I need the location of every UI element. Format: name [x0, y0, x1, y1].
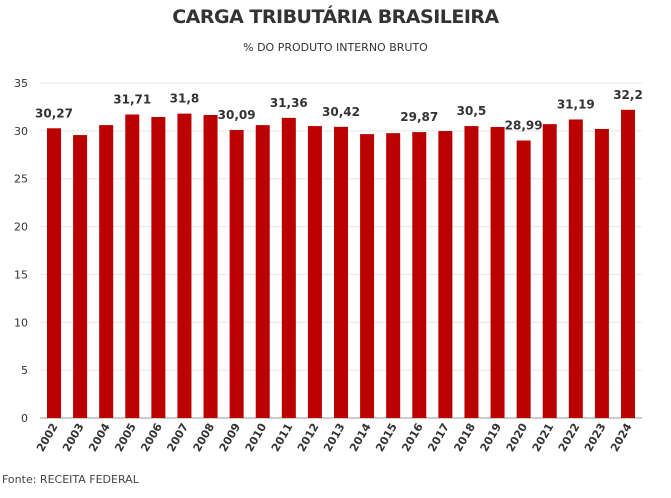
- bar-2023: [594, 128, 609, 418]
- bar-2017: [438, 131, 453, 418]
- bar-2018: [464, 126, 479, 419]
- data-label: 32,2: [613, 88, 643, 102]
- bar-2024: [621, 109, 635, 419]
- bar-2009: [229, 129, 244, 418]
- x-tick-label: 2017: [425, 421, 452, 454]
- x-tick-label: 2010: [243, 421, 270, 454]
- x-tick-label: 2009: [217, 421, 244, 454]
- x-tick-label: 2014: [347, 421, 374, 454]
- bar-2003: [73, 135, 88, 418]
- x-tick-label: 2007: [164, 421, 191, 454]
- bar-2013: [334, 126, 348, 418]
- data-label: 28,99: [505, 119, 543, 133]
- bar-2019: [490, 127, 505, 419]
- bar-2010: [255, 125, 270, 418]
- bar-2011: [281, 117, 296, 418]
- data-label: 31,71: [113, 92, 151, 106]
- chart-title: CARGA TRIBUTÁRIA BRASILEIRA: [172, 6, 499, 28]
- bar-2015: [386, 133, 401, 418]
- x-tick-label: 2012: [295, 421, 322, 454]
- y-tick-label: 20: [14, 221, 28, 234]
- y-tick-label: 10: [14, 316, 28, 329]
- bar-2008: [203, 114, 218, 419]
- y-tick-label: 15: [14, 268, 28, 281]
- bar-2022: [568, 119, 583, 419]
- x-tick-label: 2020: [504, 421, 531, 454]
- bar-2014: [360, 134, 375, 418]
- data-label: 30,09: [218, 108, 256, 122]
- x-tick-label: 2002: [34, 421, 61, 454]
- bar-2020: [516, 140, 531, 418]
- data-label: 30,5: [457, 104, 487, 118]
- bar-2012: [307, 126, 322, 419]
- bar-2016: [412, 132, 427, 418]
- x-tick-label: 2016: [399, 421, 426, 454]
- x-tick-label: 2015: [373, 421, 400, 454]
- x-tick-label: 2019: [478, 421, 505, 454]
- bar-2006: [151, 116, 166, 418]
- data-label: 30,42: [322, 105, 360, 119]
- bar-2021: [542, 124, 557, 419]
- data-label: 29,87: [400, 110, 438, 124]
- x-tick-label: 2008: [191, 421, 218, 454]
- x-tick-label: 2021: [530, 421, 557, 454]
- x-tick-label: 2022: [556, 421, 583, 454]
- x-tick-label: 2018: [451, 421, 478, 454]
- y-tick-label: 35: [14, 77, 28, 90]
- data-label: 31,8: [170, 92, 200, 106]
- bar-2007: [177, 113, 192, 418]
- x-tick-label: 2011: [269, 421, 296, 454]
- bar-2002: [47, 128, 61, 418]
- y-tick-label: 5: [21, 364, 28, 377]
- x-tick-label: 2006: [138, 421, 165, 454]
- x-tick-label: 2024: [608, 421, 635, 454]
- data-label: 31,19: [557, 97, 595, 111]
- x-tick-label: 2023: [582, 421, 609, 454]
- y-tick-label: 30: [14, 125, 28, 138]
- source-note: Fonte: RECEITA FEDERAL: [2, 473, 139, 486]
- bar-2005: [125, 114, 140, 419]
- y-tick-label: 25: [14, 173, 28, 186]
- chart-subtitle: % DO PRODUTO INTERNO BRUTO: [243, 41, 428, 54]
- bar-2004: [99, 125, 114, 418]
- y-tick-label: 0: [21, 412, 28, 425]
- data-label: 30,27: [35, 106, 73, 120]
- x-tick-label: 2004: [86, 421, 113, 454]
- x-tick-label: 2013: [321, 421, 348, 454]
- x-tick-label: 2005: [112, 421, 139, 454]
- x-tick-label: 2003: [60, 421, 87, 454]
- data-label: 31,36: [270, 96, 308, 110]
